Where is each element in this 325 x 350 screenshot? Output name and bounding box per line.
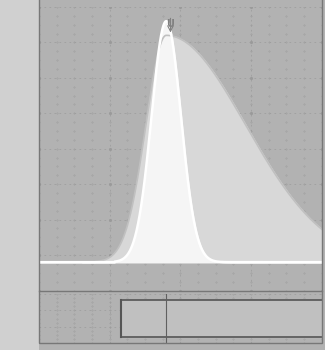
Text: U: U xyxy=(166,19,175,29)
